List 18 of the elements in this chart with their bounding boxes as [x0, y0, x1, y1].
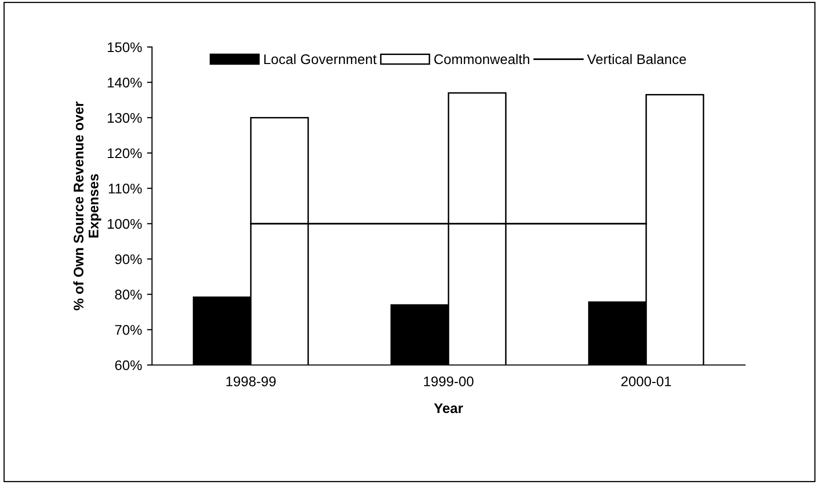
y-tick-label: 140% [108, 78, 142, 88]
y-tick-label: 130% [108, 113, 142, 123]
x-tick-label: 1999-00 [424, 376, 474, 386]
legend-label: Commonwealth [434, 54, 530, 64]
y-tick-label: 100% [108, 219, 142, 229]
legend-label: Local Government [264, 54, 377, 64]
x-axis-title: Year [434, 403, 463, 414]
y-tick-label: 150% [108, 42, 142, 52]
y-tick-label: 60% [115, 360, 142, 370]
y-axis-title: % of Own Source Revenue over Expenses [73, 102, 102, 310]
y-tick-label: 120% [108, 148, 142, 158]
legend-label: Vertical Balance [587, 54, 686, 64]
y-tick-label: 80% [115, 290, 142, 300]
x-tick-label: 1998-99 [226, 376, 276, 386]
x-tick-label: 2000-01 [621, 376, 671, 386]
y-tick-label: 90% [115, 254, 142, 264]
y-tick-label: 70% [115, 325, 142, 335]
y-tick-label: 110% [108, 184, 142, 194]
